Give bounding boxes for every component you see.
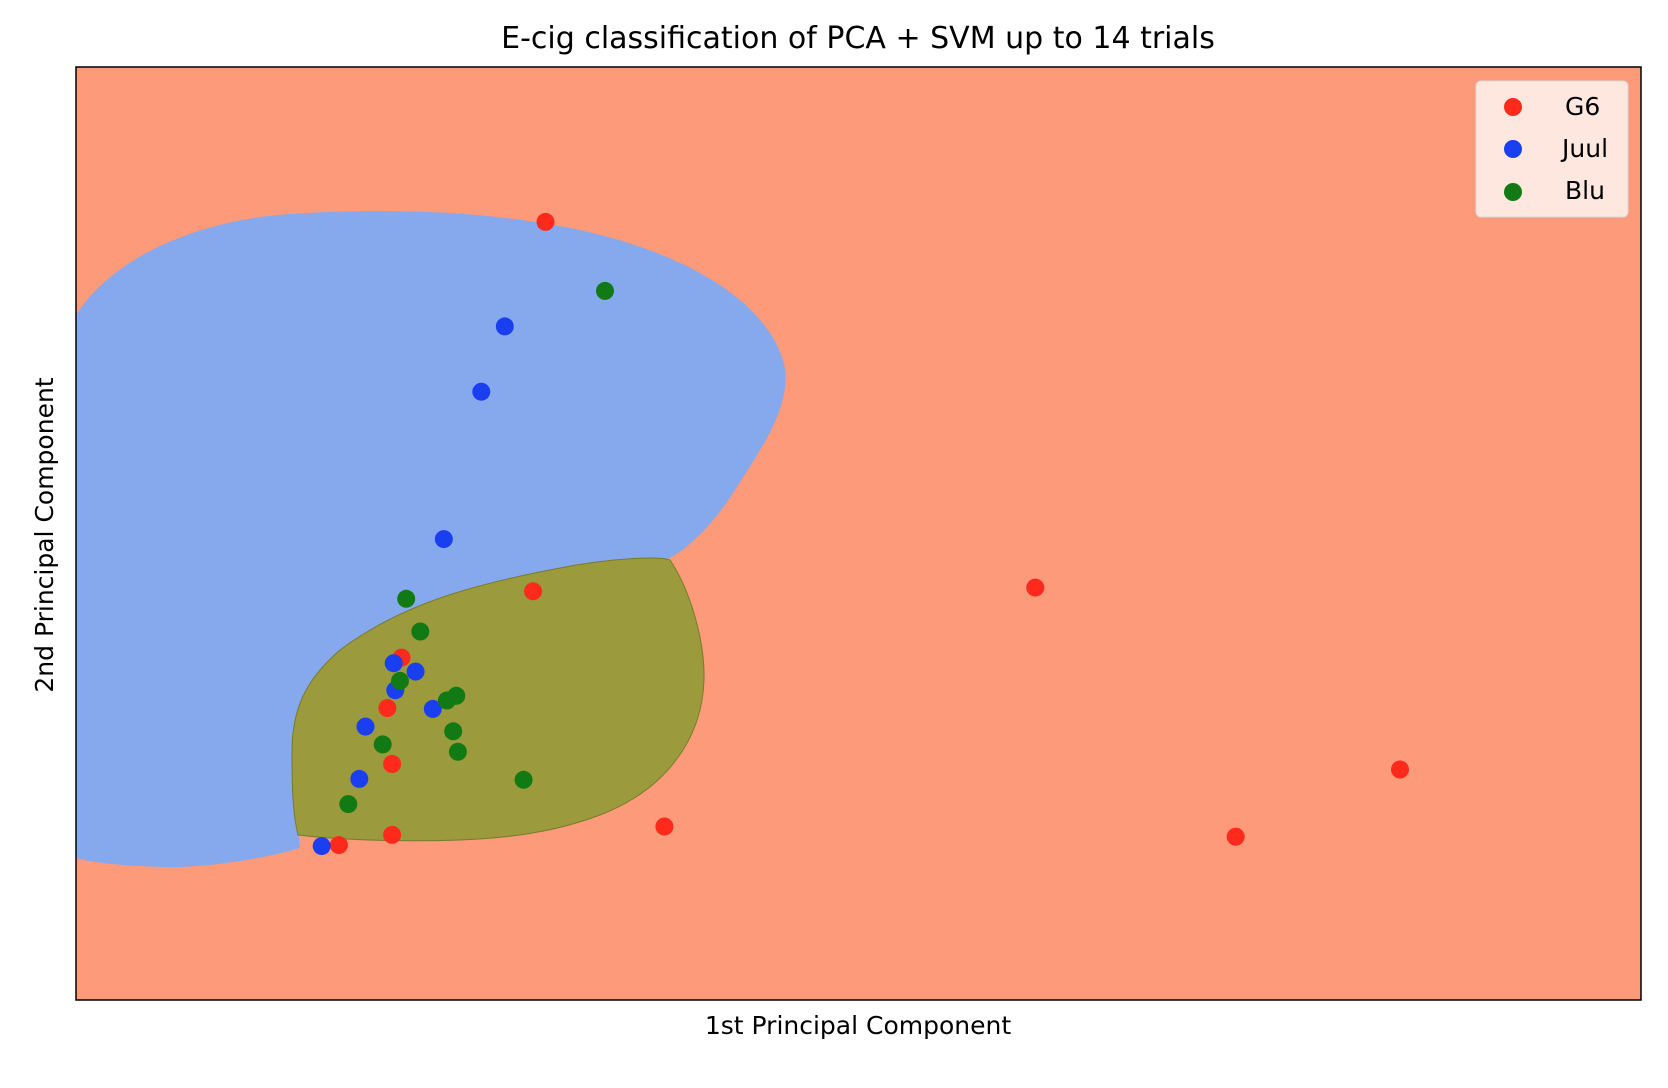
point-g6-6 — [329, 836, 348, 855]
point-blu-7 — [373, 735, 392, 754]
series-g6 — [329, 212, 1409, 855]
legend-label-juul: Juul — [1560, 134, 1608, 163]
point-juul-9 — [312, 837, 331, 856]
series-juul — [312, 317, 514, 856]
point-g6-5 — [383, 755, 402, 773]
plot-frame — [75, 66, 1642, 1001]
legend: G6 Juul Blu — [1475, 80, 1629, 218]
point-g6-8 — [655, 817, 674, 836]
region-juul — [76, 210, 786, 868]
legend-label-blu: Blu — [1565, 176, 1605, 205]
point-juul-4 — [406, 662, 425, 681]
point-juul-7 — [356, 717, 375, 736]
chart-title: E-cig classification of PCA + SVM up to … — [501, 21, 1215, 56]
point-juul-6 — [423, 699, 442, 718]
legend-marker-g6 — [1504, 98, 1522, 116]
legend-marker-blu — [1504, 183, 1522, 201]
point-g6-7 — [383, 825, 402, 844]
x-axis-label: 1st Principal Component — [705, 1011, 1011, 1040]
point-blu-0 — [596, 281, 614, 300]
point-juul-8 — [350, 769, 369, 788]
decision-regions — [76, 67, 1641, 1000]
point-juul-2 — [434, 530, 453, 549]
point-g6-10 — [1391, 760, 1409, 779]
point-juul-3 — [384, 654, 403, 673]
point-g6-1 — [524, 582, 542, 601]
point-g6-0 — [536, 212, 555, 231]
series-blu — [339, 281, 614, 814]
point-juul-0 — [495, 317, 514, 336]
point-g6-2 — [1026, 578, 1045, 597]
point-g6-4 — [378, 699, 397, 717]
point-blu-6 — [444, 722, 463, 741]
point-blu-8 — [448, 742, 467, 761]
point-blu-10 — [339, 795, 358, 814]
point-blu-1 — [397, 589, 416, 608]
data-points — [312, 212, 1409, 856]
point-juul-1 — [472, 382, 491, 401]
point-blu-3 — [391, 671, 409, 690]
point-g6-9 — [1226, 827, 1245, 846]
point-blu-2 — [411, 622, 430, 641]
point-blu-5 — [437, 691, 456, 710]
y-axis-label: 2nd Principal Component — [30, 377, 59, 692]
point-blu-9 — [514, 770, 533, 789]
legend-marker-juul — [1504, 140, 1522, 158]
legend-label-g6: G6 — [1565, 92, 1600, 121]
